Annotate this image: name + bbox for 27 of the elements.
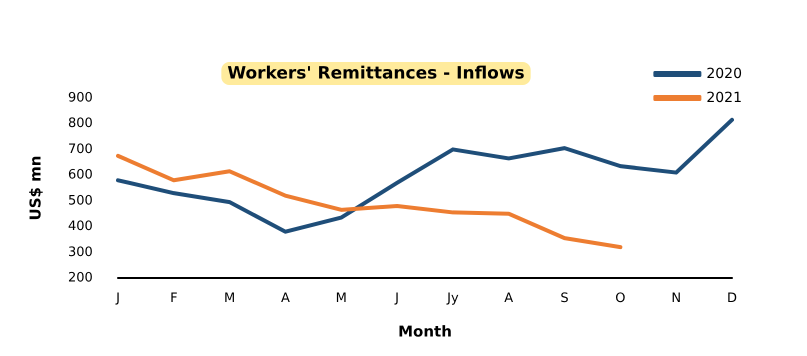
- x-tick-label: O: [615, 291, 626, 306]
- y-tick-label: 700: [68, 142, 93, 157]
- y-axis-title: US$ mn: [26, 156, 44, 220]
- x-tick-label: M: [224, 291, 236, 306]
- y-tick-label: 600: [68, 168, 93, 183]
- x-axis-title: Month: [398, 322, 452, 340]
- x-tick-label: S: [560, 291, 569, 306]
- legend-label: 2021: [706, 90, 742, 106]
- x-tick-label: D: [726, 291, 738, 306]
- y-tick-label: 200: [68, 270, 93, 286]
- x-tick-label: M: [336, 291, 347, 306]
- y-tick-label: 400: [68, 219, 93, 234]
- x-tick-label: N: [671, 291, 682, 306]
- x-tick-label: A: [504, 291, 514, 306]
- line-series: [116, 154, 622, 250]
- chart-title: Workers' Remittances - Inflows: [227, 64, 525, 84]
- y-tick-label: 900: [68, 90, 93, 106]
- y-tick-label: 800: [68, 116, 93, 132]
- line-series: [116, 118, 734, 234]
- x-tick-label: J: [394, 291, 400, 306]
- y-tick-label: 500: [68, 193, 93, 208]
- x-tick-label: F: [170, 291, 178, 306]
- x-tick-label: Jy: [446, 291, 459, 306]
- legend-label: 2020: [706, 66, 742, 82]
- y-tick-label: 300: [68, 244, 93, 260]
- x-tick-label: J: [115, 291, 120, 306]
- x-tick-label: A: [281, 291, 290, 306]
